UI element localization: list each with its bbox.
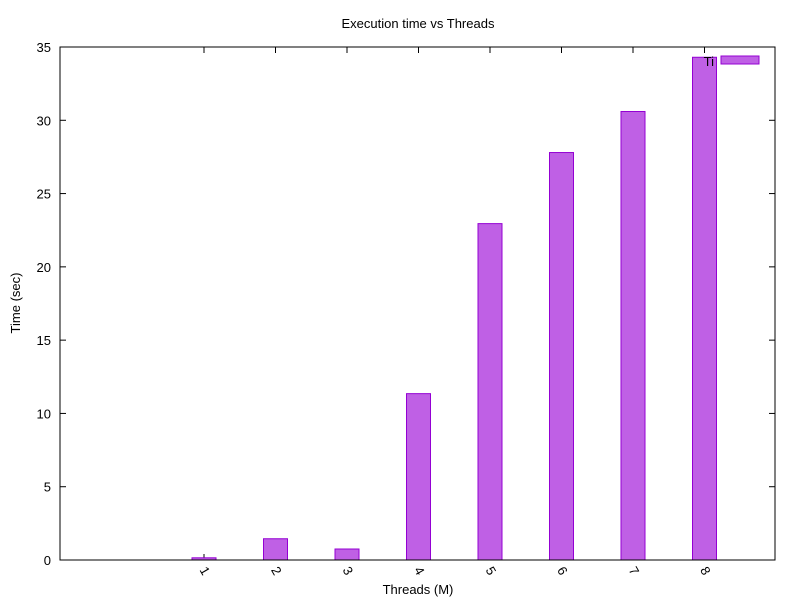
y-tick-label: 15 xyxy=(37,333,51,348)
x-tick-label: 5 xyxy=(483,564,500,578)
bar-5 xyxy=(477,223,503,561)
y-tick-label: 0 xyxy=(44,553,51,568)
bar-2 xyxy=(263,538,288,561)
x-tick-label: 2 xyxy=(268,564,285,578)
x-axis-label: Threads (M) xyxy=(383,582,454,597)
x-tick-label: 1 xyxy=(197,564,214,578)
legend: Ti xyxy=(704,54,760,69)
axis-ticks: 0 5 10 15 20 25 30 35 1 2 3 4 5 6 7 8 xyxy=(37,40,775,578)
legend-label: Ti xyxy=(704,54,714,69)
x-tick-label: 8 xyxy=(697,564,714,578)
bar-4 xyxy=(406,393,431,561)
x-tick-label: 7 xyxy=(626,564,643,578)
y-tick-label: 20 xyxy=(37,260,51,275)
bar-7 xyxy=(620,110,646,561)
y-tick-label: 25 xyxy=(37,187,51,202)
y-tick-label: 10 xyxy=(37,406,51,421)
bar-6 xyxy=(549,152,574,561)
y-tick-label: 30 xyxy=(37,113,51,128)
bar-3 xyxy=(334,548,360,561)
bars xyxy=(191,56,717,561)
chart-title: Execution time vs Threads xyxy=(342,16,495,31)
bar-8 xyxy=(692,56,717,561)
y-axis-label: Time (sec) xyxy=(8,273,23,334)
x-tick-label: 3 xyxy=(340,564,357,578)
y-tick-label: 35 xyxy=(37,40,51,55)
legend-swatch xyxy=(720,55,760,65)
x-tick-label: 4 xyxy=(411,564,428,578)
x-tick-label: 6 xyxy=(554,564,571,578)
plot-frame xyxy=(59,46,776,561)
y-tick-label: 5 xyxy=(44,480,51,495)
